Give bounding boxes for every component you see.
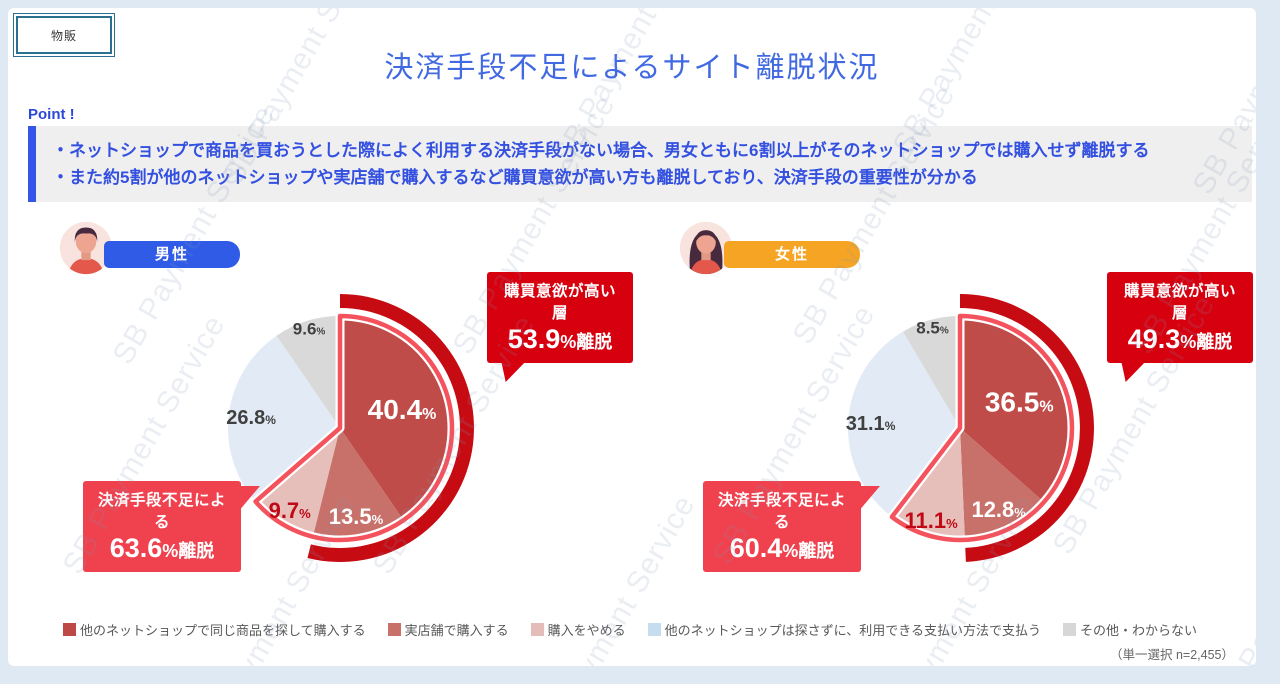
high-intent-value: 49.3 (1127, 324, 1181, 354)
pie-slice (255, 428, 340, 537)
legend-item: 実店舗で購入する (387, 620, 509, 639)
payment-shortage-suffix: %離脱 (162, 541, 215, 561)
high-intent-callout-male: 購買意欲が高い層 53.9%離脱 (487, 272, 633, 382)
pie-slice (276, 316, 340, 428)
pie-slice-label: 31.1% (846, 413, 896, 435)
pie-chart-female: 36.5% 12.8% 11.1% 31.1% 8.5% (846, 294, 1094, 562)
legend-swatch (387, 623, 401, 636)
high-intent-text: 購買意欲が高い層 (1123, 283, 1236, 322)
slide: 物販 決済手段不足によるサイト離脱状況 Point ! ・ネットショップで商品を… (8, 8, 1256, 666)
footnote: （単一選択 n=2,455） (1109, 648, 1234, 662)
point-box: ・ネットショップで商品を買おうとした際によく利用する決済手段がない場合、男女とも… (28, 126, 1252, 202)
legend-item: 他のネットショップで同じ商品を探して購入する (62, 620, 366, 639)
payment-shortage-value: 60.4 (729, 533, 783, 563)
payment-shortage-callout-male: 決済手段不足による 63.6%離脱 (83, 481, 260, 572)
legend-swatch (530, 623, 544, 636)
legend-item: 購入をやめる (530, 620, 626, 639)
legend-label: 購入をやめる (547, 623, 626, 638)
chart-section-female: 女性 36.5% 12.8% 11.1% 31.1% 8.5% 購買意欲が高い層 49.… (648, 218, 1253, 626)
payment-shortage-outline (253, 313, 455, 543)
legend-item: 他のネットショップは探さずに、利用できる支払い方法で支払う (647, 620, 1041, 639)
pie-slice (960, 316, 1073, 503)
female-avatar-icon (679, 221, 733, 275)
legend-swatch (1063, 623, 1076, 636)
pie-slice-label: 8.5% (916, 319, 949, 338)
legend-swatch (62, 623, 76, 636)
pie-slice (312, 428, 404, 540)
high-intent-arc (960, 294, 1094, 562)
pie-slice-label: 26.8% (226, 407, 276, 429)
page-title: 決済手段不足によるサイト離脱状況 (384, 52, 880, 84)
callout-tail (1121, 360, 1147, 382)
legend-item: その他・わからない (1063, 620, 1197, 639)
pie-slice-label: 12.8% (971, 497, 1026, 522)
high-intent-suffix: %離脱 (1180, 332, 1233, 352)
pie-slice (340, 316, 453, 521)
payment-shortage-callout-female: 決済手段不足による 60.4%離脱 (703, 481, 880, 572)
callout-tail (501, 360, 527, 382)
gender-label-male: 男性 (104, 241, 240, 268)
pie-slice-label: 9.7% (269, 498, 312, 523)
pie-slice-label: 13.5% (329, 504, 384, 529)
pie-slice (227, 335, 340, 502)
pie-slice (891, 428, 965, 540)
high-intent-callout-female: 購買意欲が高い層 49.3%離脱 (1107, 272, 1253, 382)
point-line-1: ・ネットショップで商品を買おうとした際によく利用する決済手段がない場合、男女とも… (52, 141, 1150, 160)
legend-swatch (647, 623, 661, 636)
category-badge: 物販 (13, 13, 115, 57)
payment-shortage-outline (889, 313, 1075, 543)
gender-label-female: 女性 (724, 241, 860, 268)
high-intent-value: 53.9 (507, 324, 561, 354)
male-avatar-icon (59, 221, 113, 275)
high-intent-suffix: %離脱 (560, 332, 613, 352)
payment-shortage-suffix: %離脱 (782, 541, 835, 561)
legend-label: その他・わからない (1080, 623, 1198, 638)
pie-slice-label: 40.4% (368, 394, 437, 425)
pie-slice (848, 331, 960, 517)
point-line-2: ・また約5割が他のネットショップや実店舗で購入するなど購買意欲が高い方も離脱して… (52, 168, 978, 187)
pie-slice (960, 428, 1045, 540)
payment-shortage-text: 決済手段不足による (97, 492, 226, 531)
category-badge-label: 物販 (50, 28, 77, 43)
chart-section-male: 男性 40.4% 13.5% 9.7% 26.8% 9.6% 購買意欲が高い層 53.9… (28, 218, 633, 626)
legend-label: 他のネットショップで同じ商品を探して購入する (79, 623, 366, 638)
legend: 他のネットショップで同じ商品を探して購入する 実店舗で購入する 購入をやめる 他のネッ… (8, 620, 1252, 639)
pie-slice-label: 9.6% (293, 320, 326, 339)
payment-shortage-value: 63.6 (109, 533, 163, 563)
pie-slice-label: 36.5% (985, 386, 1054, 417)
pie-slice-label: 11.1% (905, 508, 959, 533)
point-label: Point ! (28, 106, 75, 123)
legend-label: 他のネットショップは探さずに、利用できる支払い方法で支払う (664, 623, 1041, 638)
pie-slice (902, 316, 960, 428)
high-intent-text: 購買意欲が高い層 (503, 283, 616, 322)
payment-shortage-text: 決済手段不足による (717, 492, 846, 531)
legend-label: 実店舗で購入する (404, 623, 509, 638)
pie-chart-male: 40.4% 13.5% 9.7% 26.8% 9.6% (226, 294, 474, 562)
